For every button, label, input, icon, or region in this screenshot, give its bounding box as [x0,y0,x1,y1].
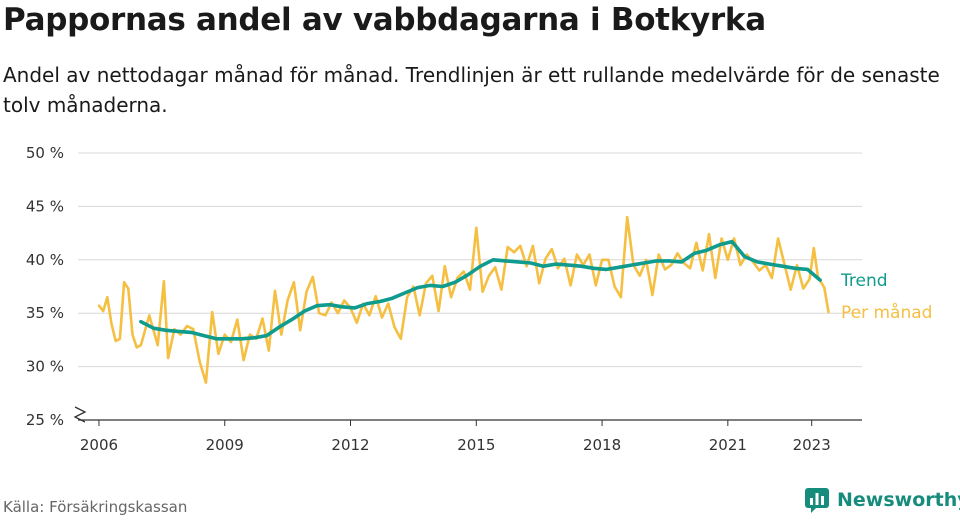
series-label-per-manad: Per månad [841,302,932,323]
chart-subtitle: Andel av nettodagar månad för månad. Tre… [3,63,940,117]
series-line-trend [139,239,822,341]
y-tick-label: 30 % [26,358,64,376]
x-tick-label: 2012 [331,436,369,454]
source-note: Källa: Försäkringskassan [3,498,188,516]
x-tick-label: 2021 [709,436,747,454]
y-tick-label: 50 % [26,144,64,162]
y-tick-label: 25 % [26,411,64,429]
x-tick-label: 2009 [206,436,244,454]
y-tick-label: 45 % [26,197,64,215]
brand-name: Newsworthy [837,489,960,511]
chart-title: Pappornas andel av vabbdagarna i Botkyrk… [3,2,766,38]
y-tick-label: 40 % [26,251,64,269]
x-tick-label: 2018 [583,436,621,454]
axis-break-symbol [73,406,87,423]
x-tick-label: 2023 [793,436,831,454]
x-tick-label: 2015 [457,436,495,454]
chart-bubble-icon [805,488,829,513]
y-tick-label: 35 % [26,304,64,322]
x-tick-label: 2006 [80,436,118,454]
series-label-trend: Trend [840,271,888,291]
brand-logo: Newsworthy [804,487,960,513]
series-line-per-manad [97,215,830,384]
